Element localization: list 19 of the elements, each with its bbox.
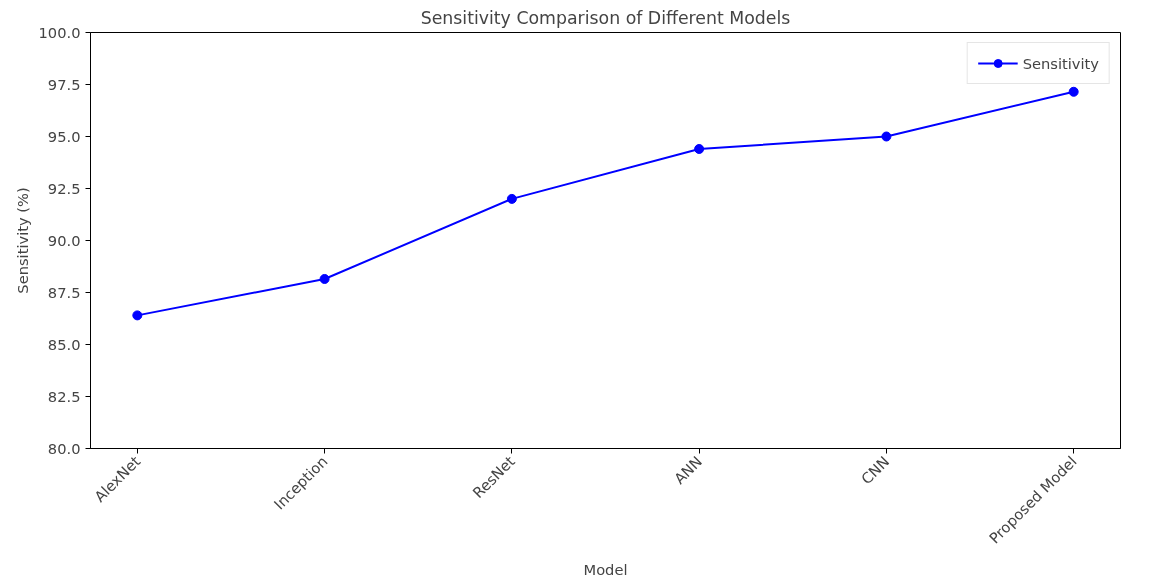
y-axis-title: Sensitivity (%) [13, 187, 31, 294]
point [881, 131, 892, 142]
point [1068, 86, 1079, 97]
y-tick-label: 82.5 [47, 387, 81, 405]
legend-label: Sensitivity [1022, 54, 1099, 72]
y-tick-label: 95.0 [47, 127, 81, 145]
y-tick-label: 100.0 [38, 23, 81, 41]
y-tick-label: 90.0 [47, 231, 81, 249]
point [694, 143, 705, 154]
x-axis-title: Model [583, 560, 628, 578]
point [132, 310, 143, 321]
y-tick-label: 97.5 [47, 75, 81, 93]
y-tick-label: 92.5 [47, 179, 81, 197]
point [506, 193, 517, 204]
y-tick-label: 85.0 [47, 335, 81, 353]
y-tick-label: 80.0 [47, 439, 81, 457]
point [319, 273, 330, 284]
chart-title: Sensitivity Comparison of Different Models [420, 7, 791, 28]
y-tick-label: 87.5 [47, 283, 81, 301]
